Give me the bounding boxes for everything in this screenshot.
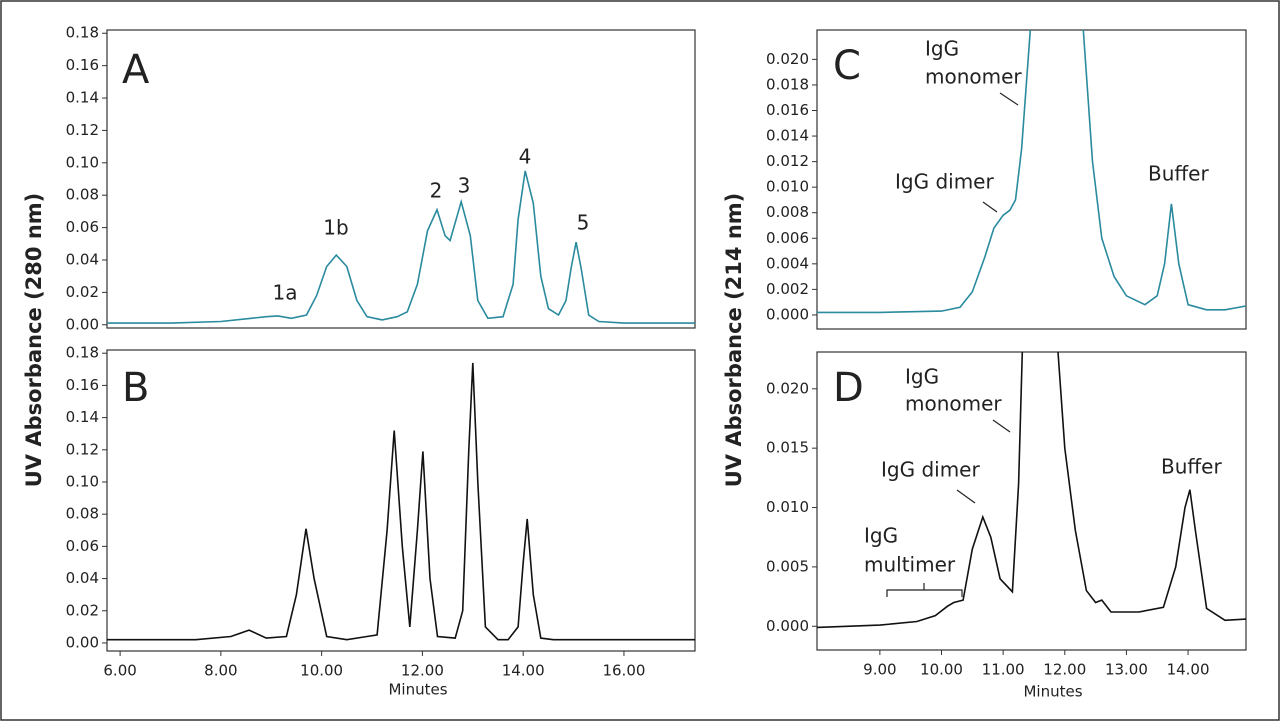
panel-letter: C	[833, 43, 861, 89]
x-tick-label: 14.00	[1167, 661, 1210, 679]
annotation: IgG	[864, 524, 898, 548]
y-tick-label: 0.005	[766, 557, 809, 575]
plot-frame	[106, 29, 696, 329]
y-tick-label: 0.006	[766, 229, 809, 247]
y-tick-label: 0.14	[66, 408, 99, 426]
y-tick-label: 0.012	[766, 152, 809, 170]
y-tick-label: 0.015	[766, 439, 809, 457]
y-tick-label: 0.010	[766, 498, 809, 516]
annotation: IgG	[905, 365, 939, 389]
annotation: 1a	[273, 281, 298, 305]
annotation: IgG	[925, 37, 959, 61]
y-axis-label: UV Absorbance (214 nm)	[722, 193, 746, 488]
y-tick-label: 0.016	[766, 101, 809, 119]
trace	[107, 362, 695, 641]
y-tick-label: 0.06	[66, 537, 99, 555]
y-tick-label: 0.08	[66, 186, 99, 204]
y-tick-label: 0.02	[66, 283, 99, 301]
y-tick-label: 0.12	[66, 440, 99, 458]
annotation: monomer	[925, 65, 1022, 89]
plot-frame	[106, 349, 696, 652]
y-tick-label: 0.12	[66, 121, 99, 139]
x-axis-label: Minutes	[388, 681, 447, 699]
y-tick-label: 0.00	[66, 315, 99, 333]
annotation: monomer	[905, 392, 1002, 416]
y-tick-label: 0.020	[766, 379, 809, 397]
y-tick-label: 0.18	[66, 24, 99, 42]
y-tick-label: 0.000	[766, 305, 809, 323]
y-tick-label: 0.018	[766, 75, 809, 93]
x-tick-label: 12.00	[1043, 661, 1086, 679]
x-tick-label: 10.00	[300, 662, 343, 680]
x-tick-label: 11.00	[982, 661, 1025, 679]
y-tick-label: 0.014	[766, 127, 809, 145]
annotation: multimer	[864, 553, 956, 577]
y-tick-label: 0.04	[66, 569, 99, 587]
annotation: IgG dimer	[895, 170, 994, 194]
x-tick-label: 12.00	[401, 662, 444, 680]
annotation: Buffer	[1161, 455, 1222, 479]
leader-line	[956, 489, 976, 504]
y-tick-label: 0.16	[66, 376, 99, 394]
y-tick-label: 0.008	[766, 203, 809, 221]
x-tick-label: 10.00	[920, 661, 963, 679]
panel-letter: B	[122, 365, 149, 411]
x-tick-label: 6.00	[103, 662, 136, 680]
annotation: IgG dimer	[881, 458, 980, 482]
y-tick-label: 0.16	[66, 56, 99, 74]
y-tick-label: 0.08	[66, 505, 99, 523]
panel-letter: A	[122, 47, 150, 93]
annotation: 2	[430, 179, 443, 203]
plot-frame	[816, 351, 1247, 651]
y-tick-label: 0.04	[66, 250, 99, 268]
annotation: 5	[577, 211, 590, 235]
annotation: 1b	[323, 216, 348, 240]
x-tick-label: 16.00	[602, 662, 645, 680]
y-tick-label: 0.14	[66, 89, 99, 107]
y-tick-label: 0.10	[66, 472, 99, 490]
leader-line	[999, 92, 1019, 106]
y-tick-label: 0.10	[66, 153, 99, 171]
annotation: Buffer	[1148, 162, 1209, 186]
x-tick-label: 9.00	[863, 661, 896, 679]
leader-line	[982, 201, 998, 213]
leader-line	[992, 419, 1011, 433]
y-tick-label: 0.010	[766, 178, 809, 196]
panel-letter: D	[833, 365, 864, 411]
annotation: 3	[458, 174, 471, 198]
y-tick-label: 0.02	[66, 601, 99, 619]
y-tick-label: 0.18	[66, 344, 99, 362]
bracket	[886, 583, 963, 597]
x-tick-label: 13.00	[1105, 661, 1148, 679]
y-tick-label: 0.020	[766, 50, 809, 68]
y-tick-label: 0.06	[66, 218, 99, 236]
y-tick-label: 0.002	[766, 280, 809, 298]
y-tick-label: 0.004	[766, 254, 809, 272]
trace	[107, 170, 695, 324]
trace	[816, 351, 1247, 629]
y-axis-label: UV Absorbance (280 nm)	[22, 193, 46, 488]
y-tick-label: 0.000	[766, 617, 809, 635]
annotation: 4	[519, 145, 532, 169]
x-axis-label: Minutes	[1023, 683, 1082, 701]
x-tick-label: 8.00	[204, 662, 237, 680]
plot-frame	[816, 29, 1247, 330]
y-tick-label: 0.00	[66, 633, 99, 651]
trace	[817, 29, 1247, 314]
x-tick-label: 14.00	[502, 662, 545, 680]
